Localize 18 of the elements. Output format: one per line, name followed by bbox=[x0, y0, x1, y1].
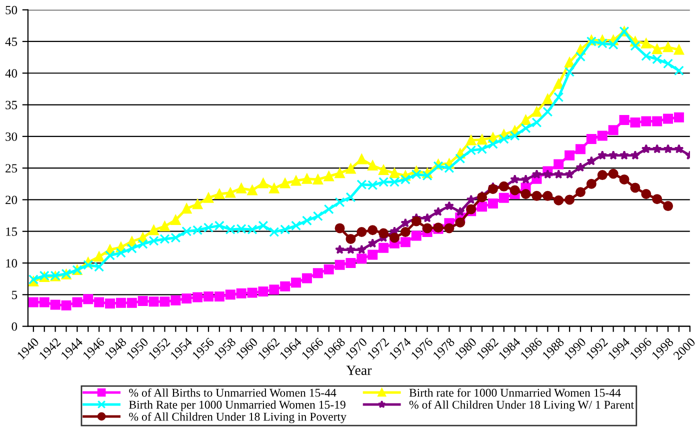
legend-label: Birth Rate per 1000 Unmarried Women 15-19 bbox=[129, 400, 346, 412]
y-tick-label: 45 bbox=[5, 38, 18, 46]
y-tick-label: 50 bbox=[6, 6, 18, 14]
y-tick-label: 25 bbox=[6, 164, 18, 173]
legend-label: % of All Children Under 18 Living in Poverty bbox=[129, 412, 346, 424]
legend-label: % of All Children Under 18 Living W/ 1 Parent bbox=[409, 400, 634, 412]
x-tick-label: 1960 bbox=[236, 337, 258, 360]
legend-label: Birth rate for 1000 Unmarried Women 15-44 bbox=[409, 388, 621, 397]
y-tick-label: 40 bbox=[5, 69, 18, 78]
y-tick-label: 15 bbox=[6, 227, 18, 236]
x-axis-title: Year bbox=[346, 366, 372, 375]
y-tick-label: 10 bbox=[6, 259, 18, 268]
y-tick-label: 20 bbox=[6, 196, 18, 204]
y-tick-label: 0 bbox=[12, 322, 18, 331]
legend-label: % of All Births to Unmarried Women 15-44 bbox=[129, 388, 336, 397]
y-tick-label: 5 bbox=[12, 290, 18, 300]
y-tick-label: 35 bbox=[6, 100, 18, 110]
y-tick-label: 30 bbox=[6, 132, 18, 141]
